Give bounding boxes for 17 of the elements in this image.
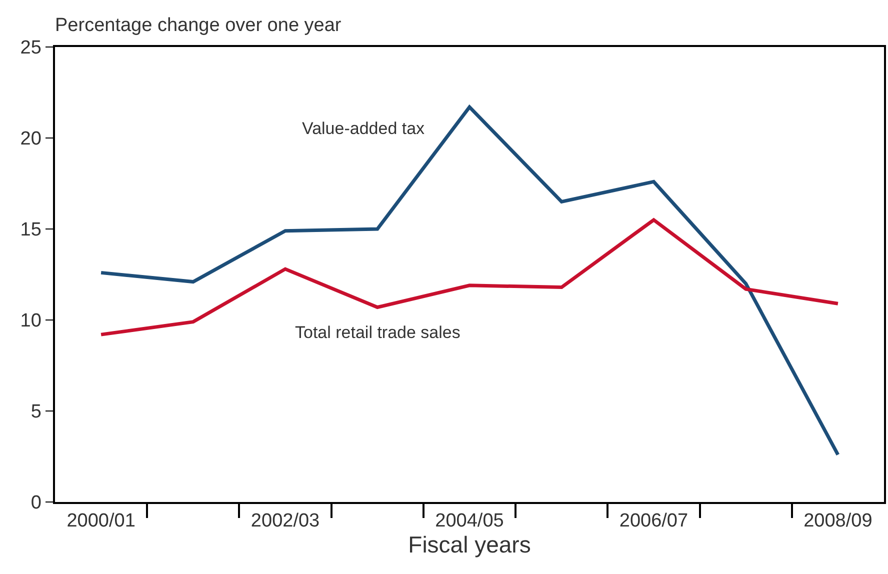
y-tick-label: 0 <box>30 492 42 514</box>
y-tick-label: 10 <box>20 310 42 332</box>
y-tick-label: 15 <box>20 220 42 241</box>
line-series <box>99 218 840 336</box>
y-tick-label: 25 <box>20 38 42 59</box>
y-tick-label: 5 <box>30 402 42 423</box>
line-series <box>99 105 840 456</box>
y-axis-title: Percentage change over one year <box>55 15 342 36</box>
x-tick-label: 2004/05 <box>435 510 504 532</box>
x-axis-title: Fiscal years <box>408 532 531 558</box>
y-tick-label: 20 <box>20 128 42 150</box>
x-tick-label: 2008/09 <box>804 510 872 532</box>
x-tick-label: 2000/01 <box>66 510 136 532</box>
x-tick-label: 2002/03 <box>250 510 320 532</box>
x-tick-label: 2006/07 <box>619 510 688 532</box>
series-label: Total retail trade sales <box>295 323 460 342</box>
series-label: Value-added tax <box>302 119 426 138</box>
